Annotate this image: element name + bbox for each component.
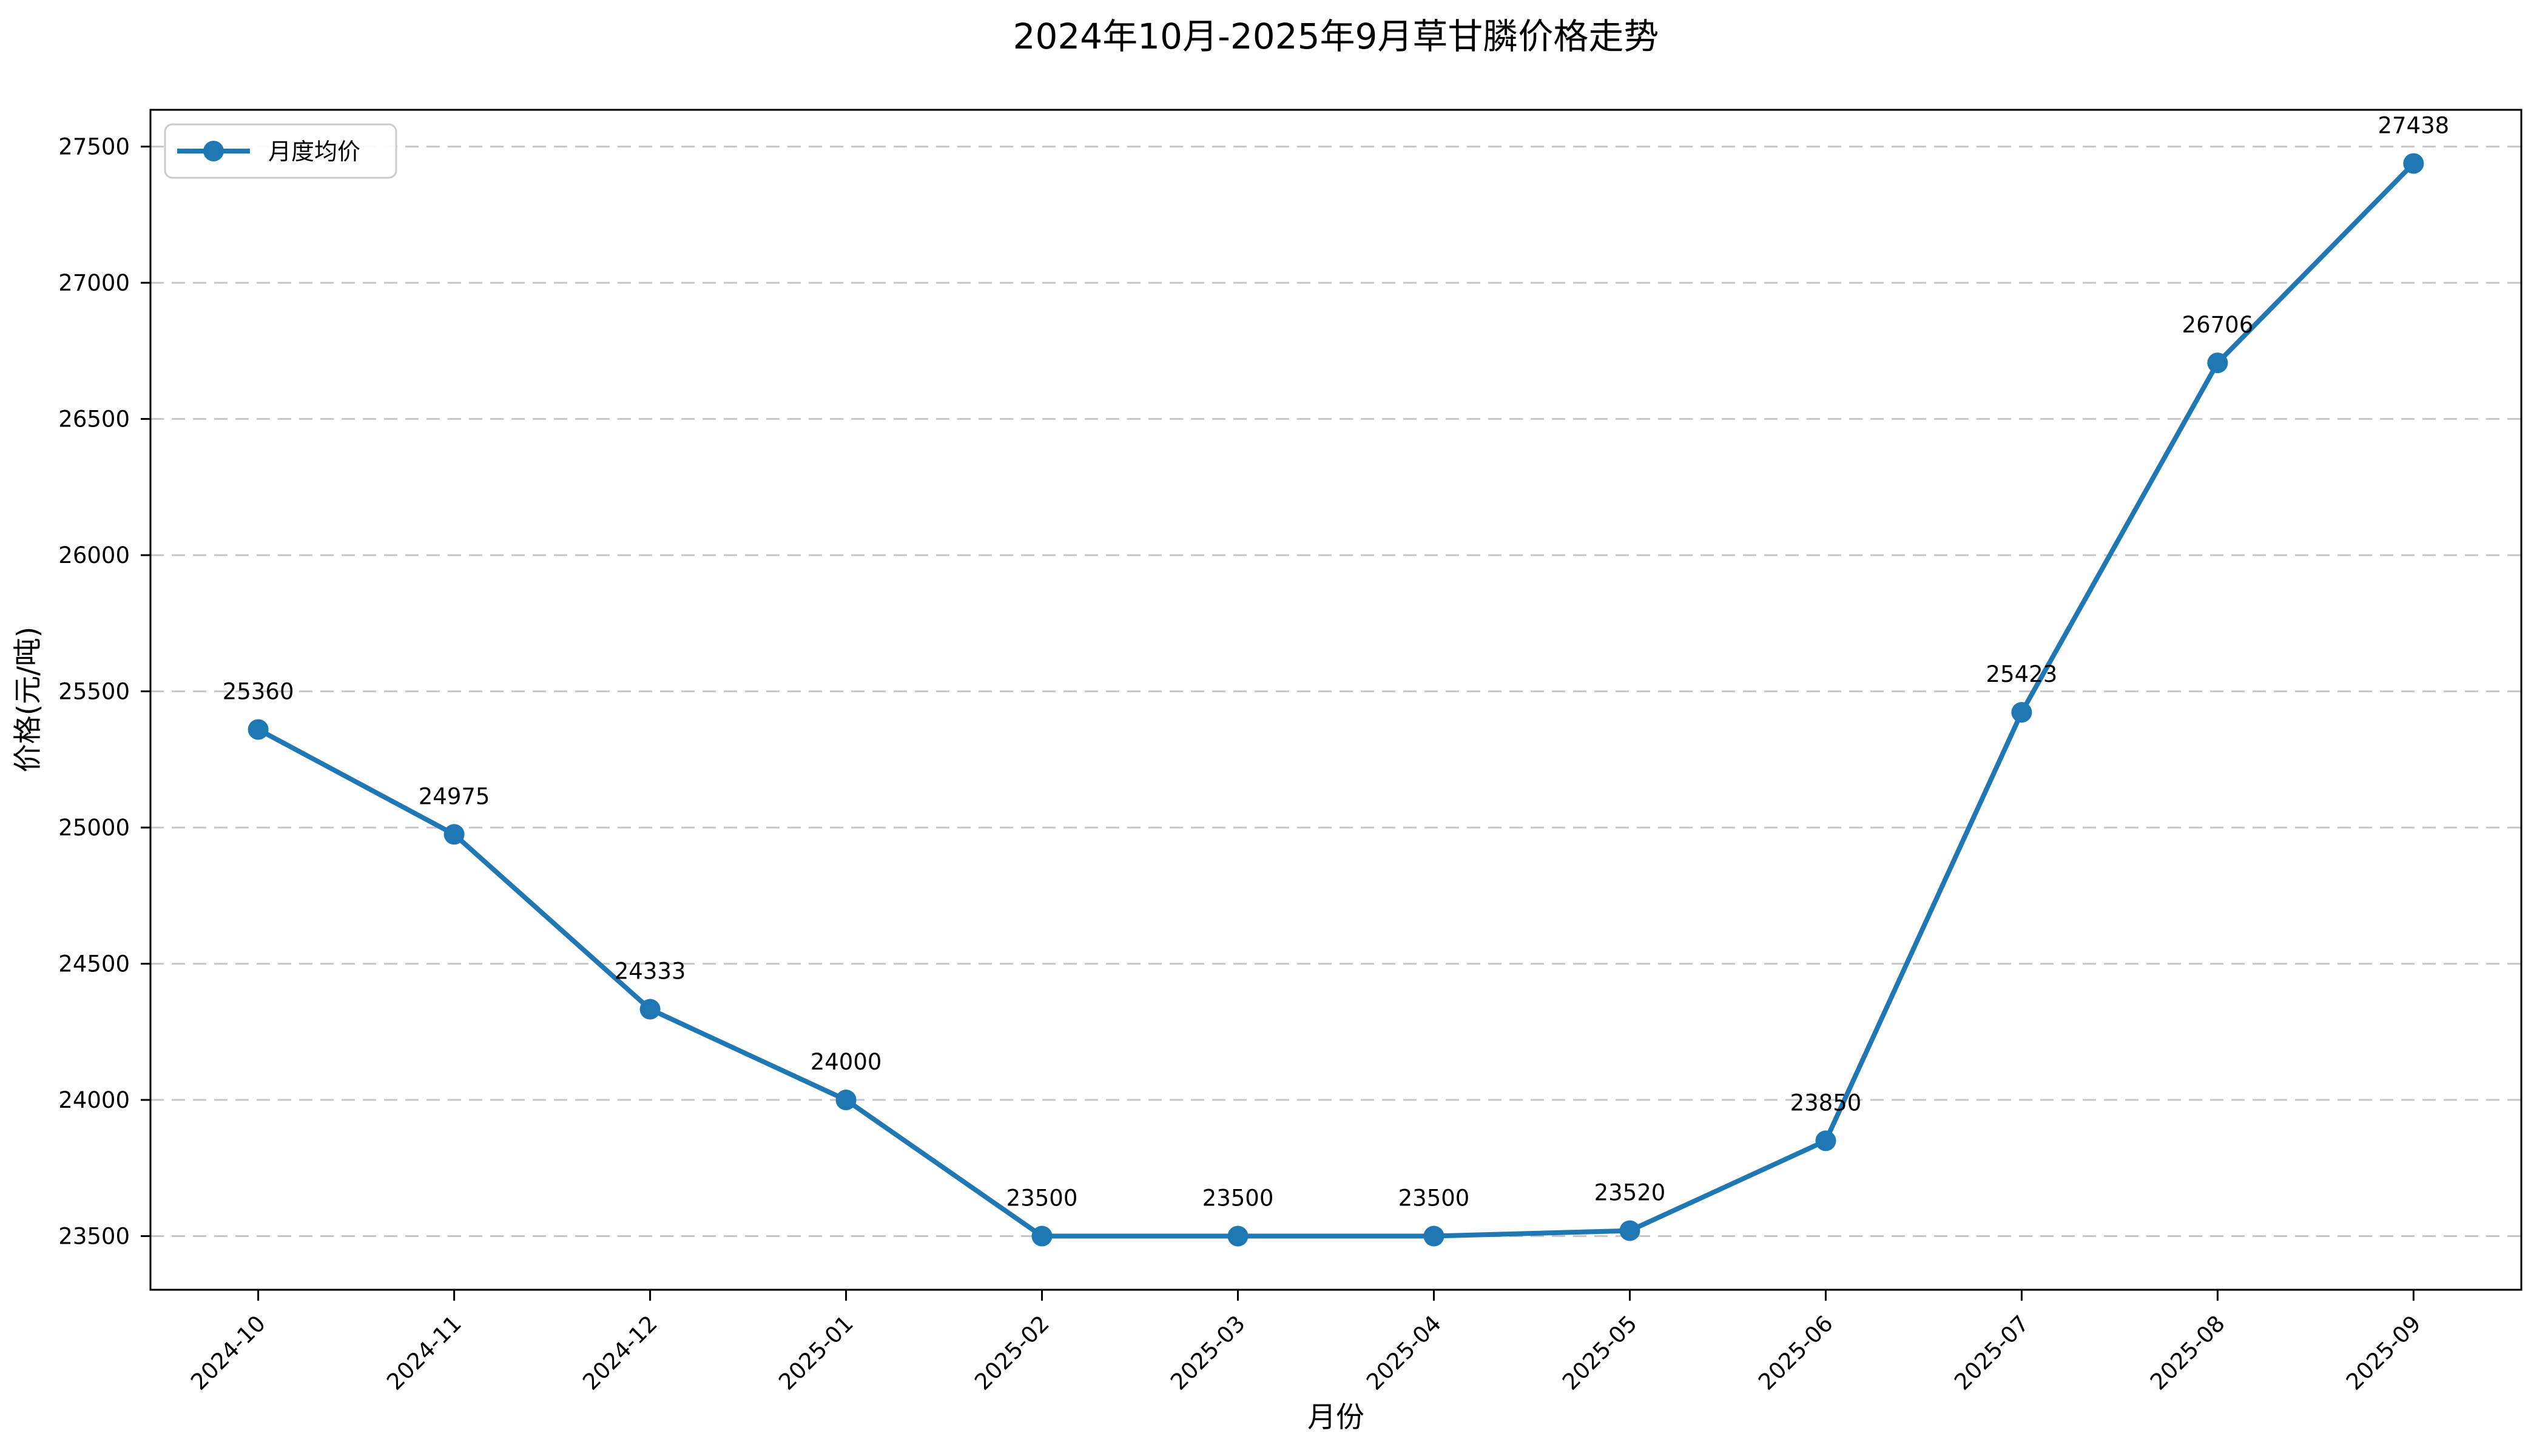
x-tick-label: 2025-06 [1753, 1310, 1838, 1395]
point-value-labels: 25360 24975 24333 24000 23500 23500 23500 23520… [223, 112, 2449, 1211]
y-tick-label: 23500 [58, 1224, 130, 1250]
data-point-marker [2011, 702, 2032, 723]
point-value-label: 23500 [1398, 1185, 1470, 1212]
x-tick-label: 2025-01 [774, 1310, 858, 1395]
data-point-marker [639, 999, 661, 1020]
data-point-marker [1227, 1225, 1249, 1247]
x-tick-label: 2024-12 [578, 1310, 662, 1395]
point-value-label: 27438 [2378, 112, 2450, 138]
legend-marker-icon [203, 141, 224, 161]
point-value-label: 24333 [615, 959, 686, 985]
y-tick-label: 26000 [58, 542, 130, 568]
x-tick-label: 2025-05 [1557, 1310, 1642, 1395]
data-point-marker [443, 824, 465, 845]
x-tick-label: 2025-08 [2145, 1310, 2230, 1395]
data-point-marker [1815, 1130, 1836, 1151]
point-value-label: 23850 [1790, 1090, 1862, 1116]
data-point-marker [248, 719, 269, 740]
plot-border [149, 109, 2523, 1291]
gridlines [150, 146, 2521, 1238]
data-point-marker [2207, 352, 2228, 374]
point-value-label: 23500 [1202, 1185, 1274, 1212]
x-tick-label: 2025-09 [2341, 1310, 2426, 1395]
point-value-label: 25360 [223, 678, 294, 704]
data-point-marker [1423, 1225, 1444, 1247]
y-tick-label: 27500 [58, 134, 130, 160]
point-value-label: 26706 [2182, 312, 2254, 338]
y-tick-label: 26500 [58, 406, 130, 433]
legend: 月度均价 [164, 123, 397, 179]
point-value-label: 24975 [419, 783, 490, 809]
point-value-label: 23500 [1006, 1185, 1078, 1212]
y-tick-label: 25000 [58, 815, 130, 841]
data-point-marker [1619, 1220, 1640, 1241]
x-tick-label: 2024-10 [186, 1310, 271, 1395]
x-tick-label: 2025-03 [1165, 1310, 1250, 1395]
x-tick-label: 2024-11 [382, 1310, 467, 1395]
y-tick-label: 25500 [58, 679, 130, 705]
point-value-label: 24000 [811, 1049, 882, 1075]
x-tick-label: 2025-02 [969, 1310, 1054, 1395]
x-tick-label: 2025-07 [1949, 1310, 2034, 1395]
y-axis-title: 价格(元/吨) [12, 627, 45, 773]
point-value-label: 25423 [1986, 661, 2058, 687]
x-axis-title: 月份 [1307, 1401, 1364, 1434]
data-point-marker [835, 1090, 857, 1111]
x-tick-label: 2025-04 [1361, 1310, 1446, 1395]
legend-box [164, 123, 397, 179]
data-point-marker [1031, 1225, 1053, 1247]
data-point-marker [2403, 153, 2424, 174]
y-tick-label: 24500 [58, 951, 130, 977]
y-tick-label: 24000 [58, 1087, 130, 1113]
y-axis-ticks: 23500 24000 24500 25000 25500 26000 26500 27000… [58, 134, 150, 1250]
point-value-label: 23520 [1594, 1180, 1666, 1206]
legend-entry-label: 月度均价 [268, 138, 360, 165]
series-monthly-average-price [248, 153, 2424, 1247]
y-tick-label: 27000 [58, 270, 130, 296]
x-axis-ticks: 2024-10 2024-11 2024-12 2025-01 2025-02 2025-… [186, 1290, 2426, 1395]
series-line [255, 161, 2416, 1239]
chart-title: 2024年10月-2025年9月草甘膦价格走势 [1013, 16, 1659, 57]
